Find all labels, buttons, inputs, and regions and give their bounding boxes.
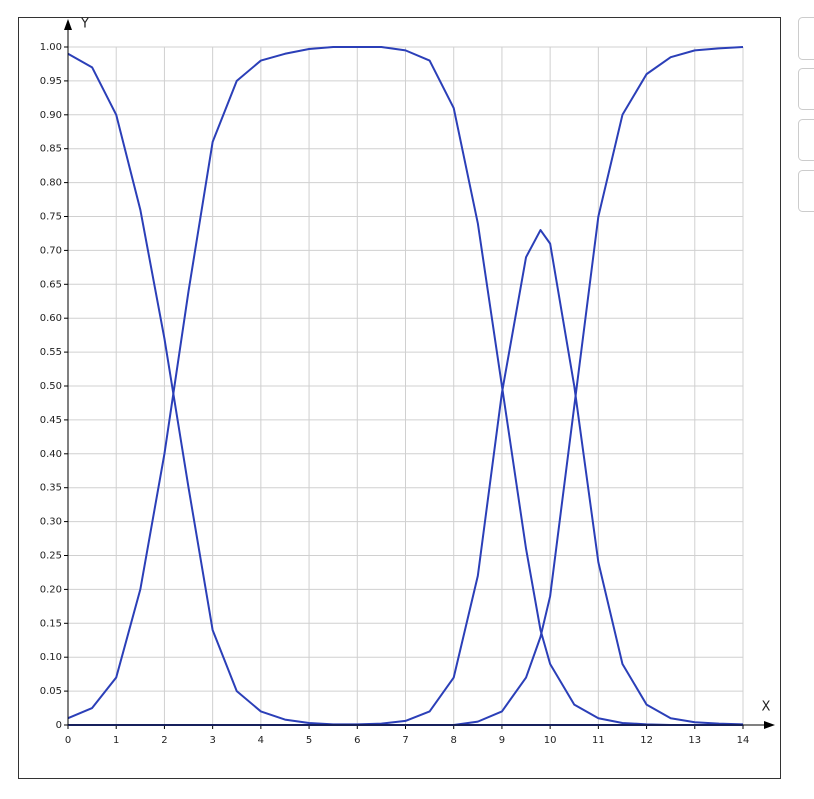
tool-button[interactable] xyxy=(798,170,814,212)
y-tick-label: 0.80 xyxy=(40,178,62,189)
y-axis-arrow xyxy=(64,19,72,30)
chart-frame xyxy=(18,17,781,779)
y-tick-label: 0.50 xyxy=(40,381,62,392)
y-tick-label: 0.65 xyxy=(40,279,62,290)
x-tick-label: 11 xyxy=(592,735,605,746)
x-tick-label: 2 xyxy=(161,735,167,746)
x-tick-label: 14 xyxy=(737,735,750,746)
y-tick-label: 0 xyxy=(56,720,62,731)
tool-button[interactable] xyxy=(798,17,814,60)
x-axis-label: X xyxy=(762,700,771,715)
y-tick-label: 1.00 xyxy=(40,42,62,53)
y-axis-label: Y xyxy=(80,17,89,32)
y-tick-label: 0.45 xyxy=(40,415,62,426)
y-tick-label: 0.90 xyxy=(40,110,62,121)
x-tick-label: 6 xyxy=(354,735,360,746)
x-tick-label: 5 xyxy=(306,735,312,746)
y-tick-label: 0.15 xyxy=(40,618,62,629)
y-tick-label: 0.55 xyxy=(40,347,62,358)
y-tick-label: 0.40 xyxy=(40,449,62,460)
y-tick-label: 0.35 xyxy=(40,483,62,494)
x-tick-label: 8 xyxy=(451,735,457,746)
y-tick-label: 0.10 xyxy=(40,652,62,663)
x-tick-label: 13 xyxy=(688,735,701,746)
x-tick-label: 12 xyxy=(640,735,653,746)
x-tick-label: 9 xyxy=(499,735,505,746)
y-tick-label: 0.60 xyxy=(40,313,62,324)
grid: 0 1 2 3 4 5 6 7 8 9 10 11 12 13 1400.050.100.150.200.2… xyxy=(40,42,750,746)
x-tick-label: 7 xyxy=(402,735,408,746)
y-tick-label: 0.95 xyxy=(40,76,62,87)
y-tick-label: 0.70 xyxy=(40,245,62,256)
y-tick-label: 0.75 xyxy=(40,212,62,223)
series-line xyxy=(67,46,743,726)
x-axis-arrow xyxy=(764,721,775,729)
x-tick-label: 3 xyxy=(209,735,215,746)
x-tick-label: 0 xyxy=(65,735,71,746)
y-tick-label: 0.30 xyxy=(40,517,62,528)
y-tick-label: 0.85 xyxy=(40,144,62,155)
y-tick-label: 0.20 xyxy=(40,584,62,595)
x-tick-label: 10 xyxy=(544,735,557,746)
y-tick-label: 0.05 xyxy=(40,686,62,697)
tool-button[interactable] xyxy=(798,119,814,161)
tool-button[interactable] xyxy=(798,68,814,110)
x-tick-label: 1 xyxy=(113,735,119,746)
x-tick-label: 4 xyxy=(258,735,264,746)
series-line xyxy=(67,52,744,726)
y-tick-label: 0.25 xyxy=(40,551,62,562)
